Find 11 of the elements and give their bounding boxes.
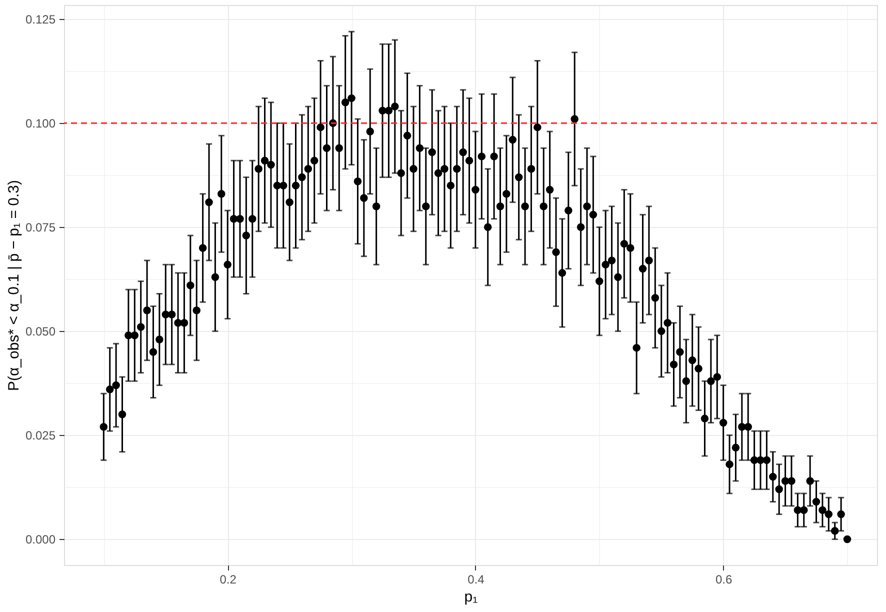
y-tick-label: 0.025 xyxy=(25,428,56,443)
x-axis-title: p₁ xyxy=(464,588,478,606)
x-tick-label: 0.2 xyxy=(220,572,237,586)
y-axis-title: P(α_obs* < α_0.1 | p̄ − p₁ = 0.3) xyxy=(5,180,22,392)
y-tick-label: 0.000 xyxy=(25,532,56,547)
y-tick-label: 0.100 xyxy=(25,116,56,131)
y-tick-label: 0.075 xyxy=(25,220,56,235)
y-tick-label: 0.125 xyxy=(25,12,56,27)
x-tick-label: 0.4 xyxy=(468,572,485,586)
y-tick-label: 0.050 xyxy=(25,324,56,339)
x-tick-label: 0.6 xyxy=(715,572,732,586)
